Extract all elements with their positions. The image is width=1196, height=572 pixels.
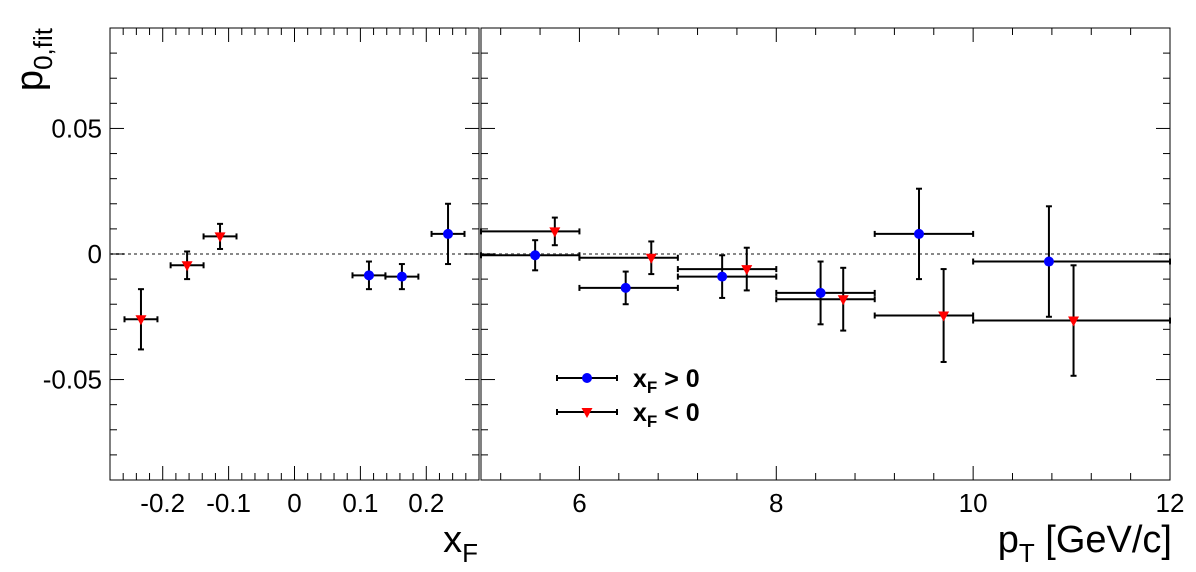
legend-label-main: x (633, 365, 647, 393)
circle-marker (815, 287, 826, 298)
right-x-tick-label: 8 (769, 488, 783, 518)
triangle-down-marker (181, 261, 193, 272)
data-point (775, 260, 876, 326)
data-point (169, 250, 205, 281)
data-point (972, 264, 1171, 377)
data-point (384, 263, 420, 291)
right-data-points (480, 187, 1171, 377)
data-point (676, 254, 778, 299)
right-panel: 6 8 10 12 pT [GeV/c] xF > 0xF < 0 (480, 27, 1185, 568)
y-axis-title-sub: 0,fit (28, 27, 58, 70)
legend-label-rest: < 0 (657, 399, 699, 427)
left-panel: -0.2 -0.1 0 0.1 0.2 -0.05 0 0.05 xF p0,fit (9, 27, 480, 568)
circle-marker (396, 271, 407, 282)
left-x-tick-label: -0.1 (206, 488, 251, 518)
data-point (480, 239, 581, 272)
legend-label: xF < 0 (633, 399, 700, 431)
legend-label-rest: > 0 (657, 365, 699, 393)
right-x-tick-label: 12 (1156, 488, 1185, 518)
data-point (873, 268, 975, 363)
left-x-tick-label: 0.2 (408, 488, 444, 518)
data-point (578, 270, 679, 306)
circle-marker (914, 228, 925, 239)
data-point (578, 240, 679, 276)
right-x-axis-title-sub: T (1019, 538, 1035, 568)
triangle-down-marker (214, 232, 226, 243)
data-point (351, 260, 387, 291)
circle-marker (363, 270, 374, 281)
left-x-tick-label: -0.2 (140, 488, 185, 518)
circle-marker (1043, 256, 1054, 267)
right-x-tick-label: 6 (572, 488, 586, 518)
right-axis-ticks: 6 8 10 12 (481, 27, 1185, 518)
triangle-down-marker (549, 227, 561, 238)
data-point (480, 216, 581, 247)
data-point (676, 246, 778, 292)
left-x-axis-title-main: x (443, 519, 462, 561)
data-point (202, 222, 238, 250)
data-point (873, 187, 975, 281)
data-point (123, 288, 159, 351)
legend: xF > 0xF < 0 (556, 365, 700, 431)
left-axis-ticks: -0.2 -0.1 0 0.1 0.2 -0.05 0 0.05 (43, 27, 480, 518)
triangle-down-marker (741, 265, 753, 276)
circle-marker (530, 250, 541, 261)
triangle-down-marker (645, 253, 657, 264)
data-point (972, 205, 1171, 318)
right-x-axis-title: pT [GeV/c] (998, 519, 1172, 568)
y-tick-label: -0.05 (43, 365, 102, 395)
left-x-axis-title-sub: F (462, 538, 478, 568)
left-data-points (123, 202, 466, 351)
triangle-down-marker (135, 315, 147, 326)
y-axis-title: p0,fit (9, 27, 58, 91)
legend-triangle-marker (581, 408, 593, 418)
circle-marker (620, 282, 631, 293)
legend-label: xF > 0 (633, 365, 700, 397)
triangle-down-marker (938, 311, 950, 322)
legend-label-sub: F (647, 412, 657, 431)
data-point (775, 266, 876, 332)
right-x-tick-label: 10 (959, 488, 988, 518)
circle-marker (443, 228, 454, 239)
data-point (430, 202, 466, 266)
left-x-axis-title: xF (443, 519, 478, 568)
left-x-tick-label: 0 (287, 488, 301, 518)
triangle-down-marker (837, 295, 849, 306)
triangle-down-marker (1068, 316, 1080, 327)
circle-marker (717, 271, 728, 282)
y-tick-label: 0 (88, 239, 102, 269)
legend-entry: xF > 0 (556, 365, 700, 397)
y-tick-label: 0.05 (51, 113, 102, 143)
right-x-axis-title-main: p (998, 519, 1019, 561)
legend-label-sub: F (647, 378, 657, 397)
y-axis-title-main: p (9, 70, 51, 91)
right-x-axis-title-suffix: [GeV/c] (1035, 519, 1172, 561)
legend-entry: xF < 0 (556, 399, 700, 431)
left-x-tick-label: 0.1 (342, 488, 378, 518)
legend-circle-marker (582, 373, 592, 383)
legend-label-main: x (633, 399, 647, 427)
